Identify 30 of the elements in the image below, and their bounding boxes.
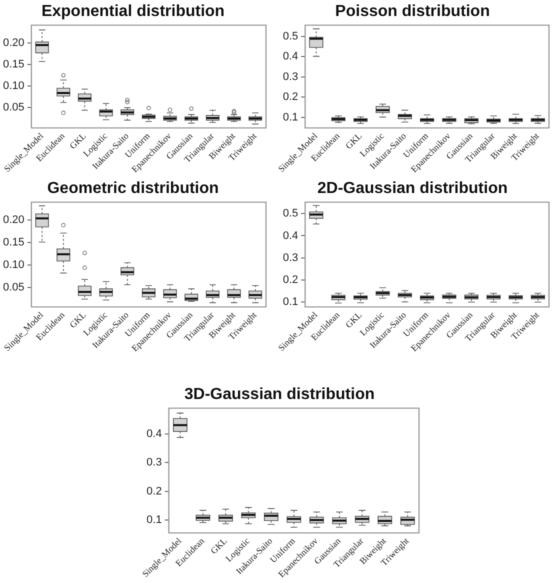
y-tick-label: 0.1: [282, 296, 298, 308]
chart-title: Exponential distribution: [41, 3, 225, 20]
y-tick-label: 0.1: [146, 514, 162, 526]
y-tick-label: 0.15: [2, 236, 24, 249]
chart-title: 3D-Gaussian distribution: [184, 386, 375, 404]
y-tick-label: 0.20: [2, 36, 24, 49]
y-tick-label: 0.2: [282, 91, 298, 104]
y-tick-label: 0.4: [282, 230, 298, 242]
y-tick-label: 0.10: [2, 80, 24, 92]
y-tick-label: 0.20: [2, 214, 24, 226]
y-tick-label: 0.3: [282, 252, 298, 264]
y-tick-label: 0.1: [282, 111, 298, 124]
chart-title: Poisson distribution: [335, 3, 490, 20]
y-tick-label: 0.3: [146, 456, 162, 469]
y-tick-label: 0.4: [282, 50, 298, 63]
y-tick-label: 0.05: [2, 102, 24, 114]
x-tick-label: GKL: [208, 536, 229, 556]
y-tick-label: 0.4: [146, 428, 162, 440]
chart-title: 2D-Gaussian distribution: [317, 180, 508, 198]
y-tick-label: 0.5: [282, 30, 298, 43]
y-tick-label: 0.05: [2, 281, 24, 294]
x-tick-label: GKL: [343, 310, 364, 330]
y-tick-label: 0.3: [282, 70, 298, 83]
y-tick-label: 0.15: [2, 58, 24, 71]
y-tick-label: 0.10: [2, 259, 24, 272]
y-tick-label: 0.5: [282, 208, 298, 220]
chart-title: Geometric distribution: [47, 180, 219, 198]
y-tick-label: 0.2: [146, 485, 162, 498]
y-tick-label: 0.2: [282, 274, 298, 286]
x-tick-label: GKL: [343, 130, 364, 151]
